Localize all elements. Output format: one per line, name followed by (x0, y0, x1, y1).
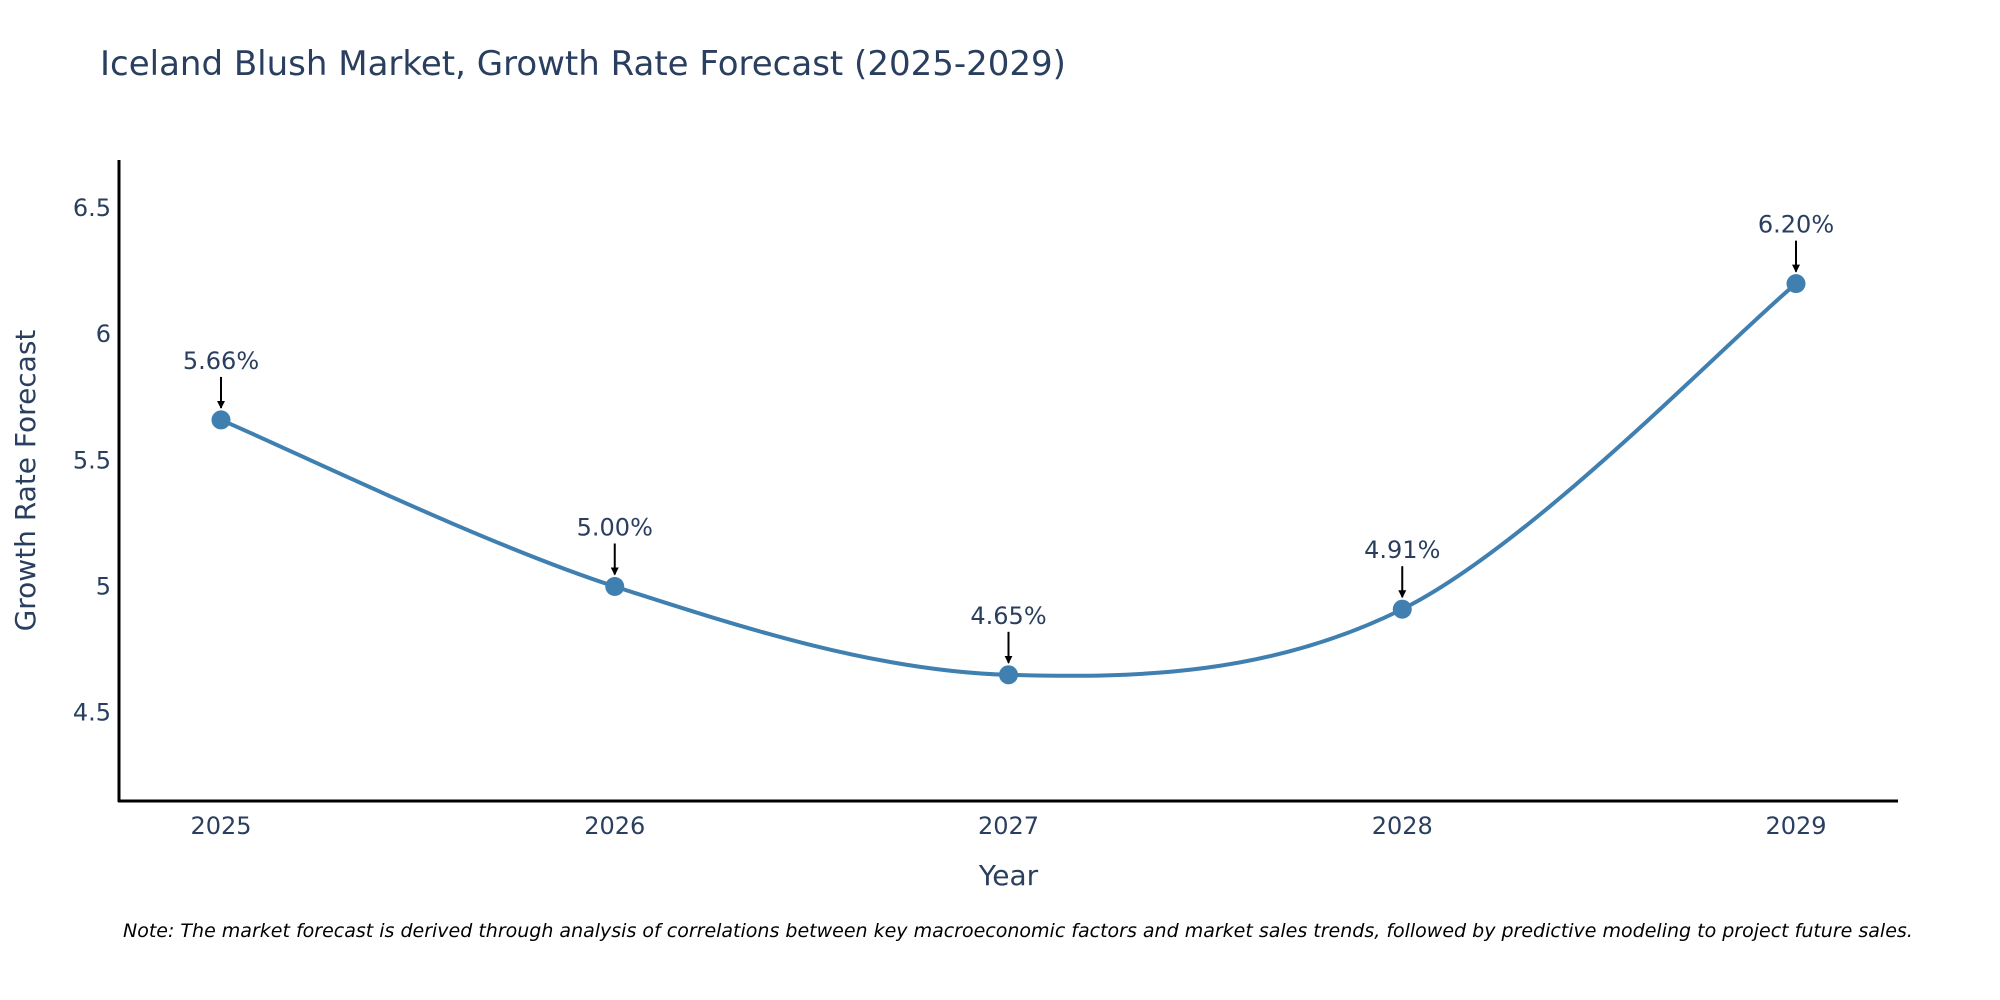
data-label: 5.66% (183, 347, 259, 375)
chart-title: Iceland Blush Market, Growth Rate Foreca… (100, 44, 1066, 84)
x-tick-label: 2028 (1372, 812, 1433, 840)
data-label: 4.65% (970, 602, 1046, 630)
x-tick-label: 2027 (978, 812, 1039, 840)
x-tick-label: 2026 (584, 812, 645, 840)
data-point (605, 576, 625, 596)
y-tick-label: 5 (96, 572, 111, 600)
y-tick-label: 4.5 (73, 699, 111, 727)
y-tick-label: 6.5 (73, 194, 111, 222)
data-label: 6.20% (1758, 211, 1834, 239)
data-label: 4.91% (1364, 536, 1440, 564)
data-point (999, 665, 1018, 685)
y-axis-title: Growth Rate Forecast (9, 330, 42, 632)
x-tick-label: 2029 (1765, 812, 1826, 840)
footnote: Note: The market forecast is derived thr… (123, 920, 1913, 942)
y-tick-label: 6 (96, 320, 111, 348)
data-point (1786, 274, 1806, 294)
x-tick-label: 2025 (190, 812, 251, 840)
y-tick-label: 5.5 (73, 446, 111, 474)
x-axis-title: Year (978, 859, 1039, 892)
data-point (1392, 599, 1412, 619)
data-point (211, 410, 231, 430)
data-label: 5.00% (577, 513, 653, 541)
